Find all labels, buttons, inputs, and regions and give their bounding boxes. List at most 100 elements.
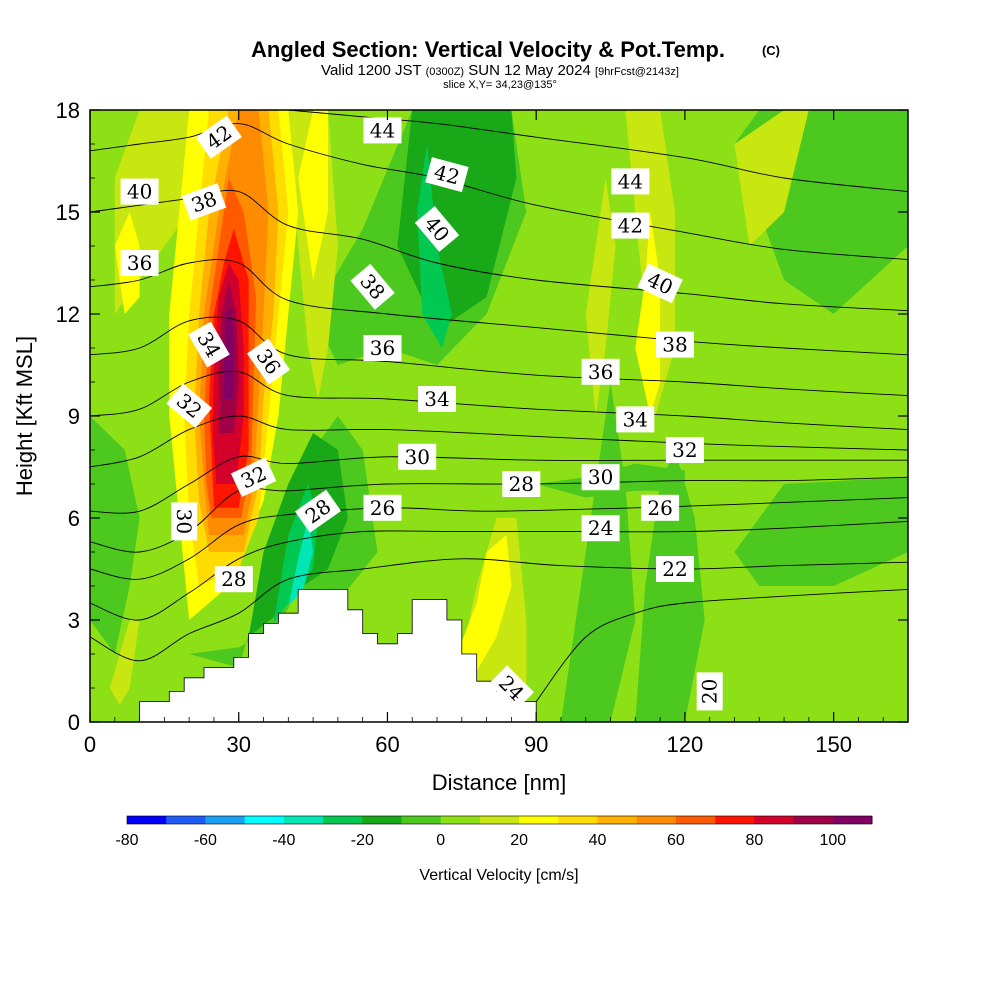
colorbar-tick--40: -40	[272, 832, 295, 849]
contour-label-6: 30	[171, 502, 198, 541]
isentrope-24	[90, 520, 908, 621]
colorbar-tick--60: -60	[194, 832, 217, 849]
colorbar-swatch-7	[401, 816, 442, 824]
valid-utc: (0300Z)	[426, 66, 465, 78]
colorbar-label: Vertical Velocity [cm/s]	[419, 867, 578, 884]
x-tick-label-0: 0	[84, 732, 96, 757]
colorbar-swatch-9	[479, 816, 520, 824]
contour-label-13: 34	[418, 386, 456, 412]
y-tick-label-6: 6	[68, 506, 80, 531]
colorbar-swatch-5	[323, 816, 363, 824]
isentrope-32	[90, 415, 908, 468]
svg-text:36: 36	[370, 336, 395, 360]
colorbar-tick--20: -20	[351, 832, 374, 849]
contour-label-8: 32	[230, 457, 277, 498]
colorbar: -80 -60 -40 -20 0 20 40 60 80 100	[115, 815, 873, 849]
velocity-region-24	[298, 110, 328, 280]
x-tick-label-60: 60	[375, 732, 399, 757]
svg-text:30: 30	[404, 445, 429, 469]
y-tick-label-9: 9	[68, 404, 80, 429]
x-tick-label-30: 30	[226, 732, 250, 757]
velocity-region-8	[288, 518, 314, 607]
colorbar-swatch-14	[675, 816, 716, 824]
svg-text:30: 30	[172, 509, 196, 534]
svg-text:36: 36	[588, 360, 613, 384]
chart-title: Angled Section: Vertical Velocity & Pot.…	[251, 37, 725, 62]
colorbar-swatch-8	[440, 816, 481, 824]
velocity-region-20	[109, 620, 140, 705]
colorbar-swatch-2	[205, 816, 246, 824]
svg-text:20: 20	[698, 679, 722, 704]
velocity-region-22	[635, 212, 661, 416]
colorbar-swatch-10	[519, 816, 559, 824]
svg-text:34: 34	[424, 387, 449, 411]
y-tick-label-0: 0	[68, 710, 80, 735]
contour-label-31: 20	[696, 672, 723, 711]
y-tick-label-3: 3	[68, 608, 80, 633]
colorbar-swatch-1	[166, 816, 206, 824]
isentrope-36	[90, 316, 908, 397]
svg-text:36: 36	[127, 251, 152, 275]
colorbar-swatch-0	[127, 816, 167, 824]
colorbar-swatch-11	[558, 816, 598, 824]
contour-label-19: 44	[611, 168, 650, 195]
colorbar-swatch-17	[793, 816, 834, 824]
isentrope-42	[90, 123, 908, 261]
colorbar-swatch-6	[362, 816, 402, 824]
colorbar-tick-80: 80	[746, 832, 764, 849]
colorbar-tick-40: 40	[589, 832, 607, 849]
isentrope-20	[535, 588, 908, 702]
isentrope-22	[90, 558, 908, 662]
contour-label-29: 24	[581, 515, 620, 542]
velocity-region-10	[635, 450, 705, 722]
contour-label-27: 28	[502, 471, 541, 497]
colorbar-tick-60: 60	[667, 832, 685, 849]
velocity-region-21	[456, 535, 512, 671]
x-tick-label-90: 90	[524, 732, 548, 757]
contour-label-22: 38	[656, 331, 694, 358]
slice-info: slice X,Y= 34,23@135°	[443, 79, 557, 91]
colorbar-tick-100: 100	[819, 832, 846, 849]
velocity-region-17	[585, 178, 616, 416]
contour-label-1: 40	[120, 178, 159, 205]
colorbar-swatch-4	[283, 816, 324, 824]
contour-label-7: 28	[214, 566, 253, 593]
contour-label-25: 32	[665, 437, 704, 463]
y-tick-label-15: 15	[56, 200, 80, 225]
title-mark: (C)	[762, 43, 780, 58]
contour-label-23: 36	[581, 358, 620, 385]
contour-label-24: 34	[616, 406, 655, 433]
svg-text:32: 32	[672, 438, 697, 462]
velocity-fill	[90, 110, 908, 722]
contour-label-3: 36	[120, 250, 159, 276]
svg-text:44: 44	[370, 118, 395, 142]
y-tick-label-12: 12	[56, 302, 80, 327]
velocity-region-4	[90, 416, 140, 654]
svg-text:28: 28	[221, 567, 246, 591]
colorbar-tick--80: -80	[115, 832, 138, 849]
velocity-region-11	[734, 477, 908, 586]
contour-label-14: 36	[363, 335, 402, 361]
valid-time-line: Valid 1200 JST (0300Z) SUN 12 May 2024 […	[321, 62, 679, 79]
contour-label-28: 26	[641, 494, 680, 521]
svg-text:30: 30	[588, 465, 613, 489]
terrain	[139, 589, 537, 722]
svg-text:40: 40	[127, 180, 152, 204]
svg-text:34: 34	[623, 407, 648, 431]
svg-text:42: 42	[618, 214, 643, 238]
isentrope-lines	[90, 110, 908, 702]
svg-text:26: 26	[370, 496, 395, 520]
colorbar-swatch-18	[832, 816, 873, 824]
isentrope-38	[90, 259, 908, 356]
svg-text:24: 24	[588, 516, 613, 540]
colorbar-swatch-3	[244, 816, 285, 824]
contour-label-26: 30	[581, 464, 620, 491]
colorbar-swatch-13	[636, 816, 677, 824]
colorbar-tick-0: 0	[436, 832, 445, 849]
contour-label-11: 26	[363, 494, 402, 521]
svg-text:38: 38	[662, 333, 687, 357]
contour-label-20: 42	[611, 212, 650, 239]
isentrope-30	[90, 455, 908, 514]
